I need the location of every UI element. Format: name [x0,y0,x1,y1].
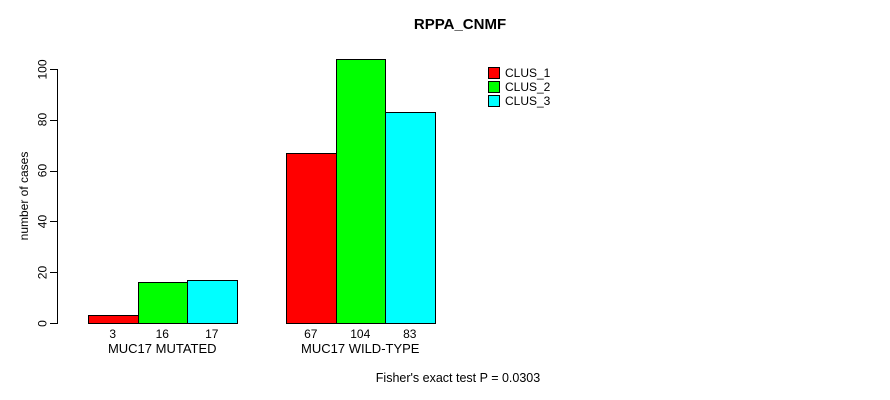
bar-clus_2-group1 [137,282,188,324]
x-category-label: MUC17 MUTATED [107,341,217,356]
y-tick-label: 80 [35,113,50,127]
legend-swatch-icon [488,81,500,93]
y-tick-label: 0 [35,319,50,327]
x-category-label: MUC17 WILD-TYPE [301,341,420,356]
bar-value-label: 16 [155,327,169,341]
y-tick-mark [50,170,57,172]
bar-clus_1-group2 [286,152,337,324]
y-tick-mark [50,323,57,324]
legend-label: CLUS_2 [505,80,551,94]
bar-value-label: 3 [109,327,117,341]
bar-value-label: 67 [304,327,318,341]
y-tick-label: 20 [35,265,50,279]
legend-swatch-icon [488,95,500,107]
bar-clus_3-group1 [187,279,238,324]
bar-value-label: 83 [403,327,417,341]
y-tick-mark [50,69,57,71]
bar-value-label: 104 [350,327,371,341]
y-tick-label: 40 [35,214,50,229]
y-axis-title: number of cases [17,151,31,241]
y-tick-label: 60 [35,164,50,178]
stat-annotation: Fisher's exact test P = 0.0303 [375,371,541,385]
bar-clus_3-group2 [385,112,436,324]
legend-label: CLUS_1 [505,66,551,80]
y-tick-mark [50,221,57,223]
legend-swatch-icon [488,67,500,79]
y-tick-label: 100 [35,59,50,80]
y-tick-mark [50,272,57,274]
bar-clus_1-group1 [88,315,139,324]
bar-value-label: 17 [205,327,219,341]
bar-clus_2-group2 [335,59,386,324]
y-tick-mark [50,119,57,121]
legend-label: CLUS_3 [505,94,551,108]
y-axis-line [57,69,58,324]
chart-title: RPPA_CNMF [413,16,507,33]
